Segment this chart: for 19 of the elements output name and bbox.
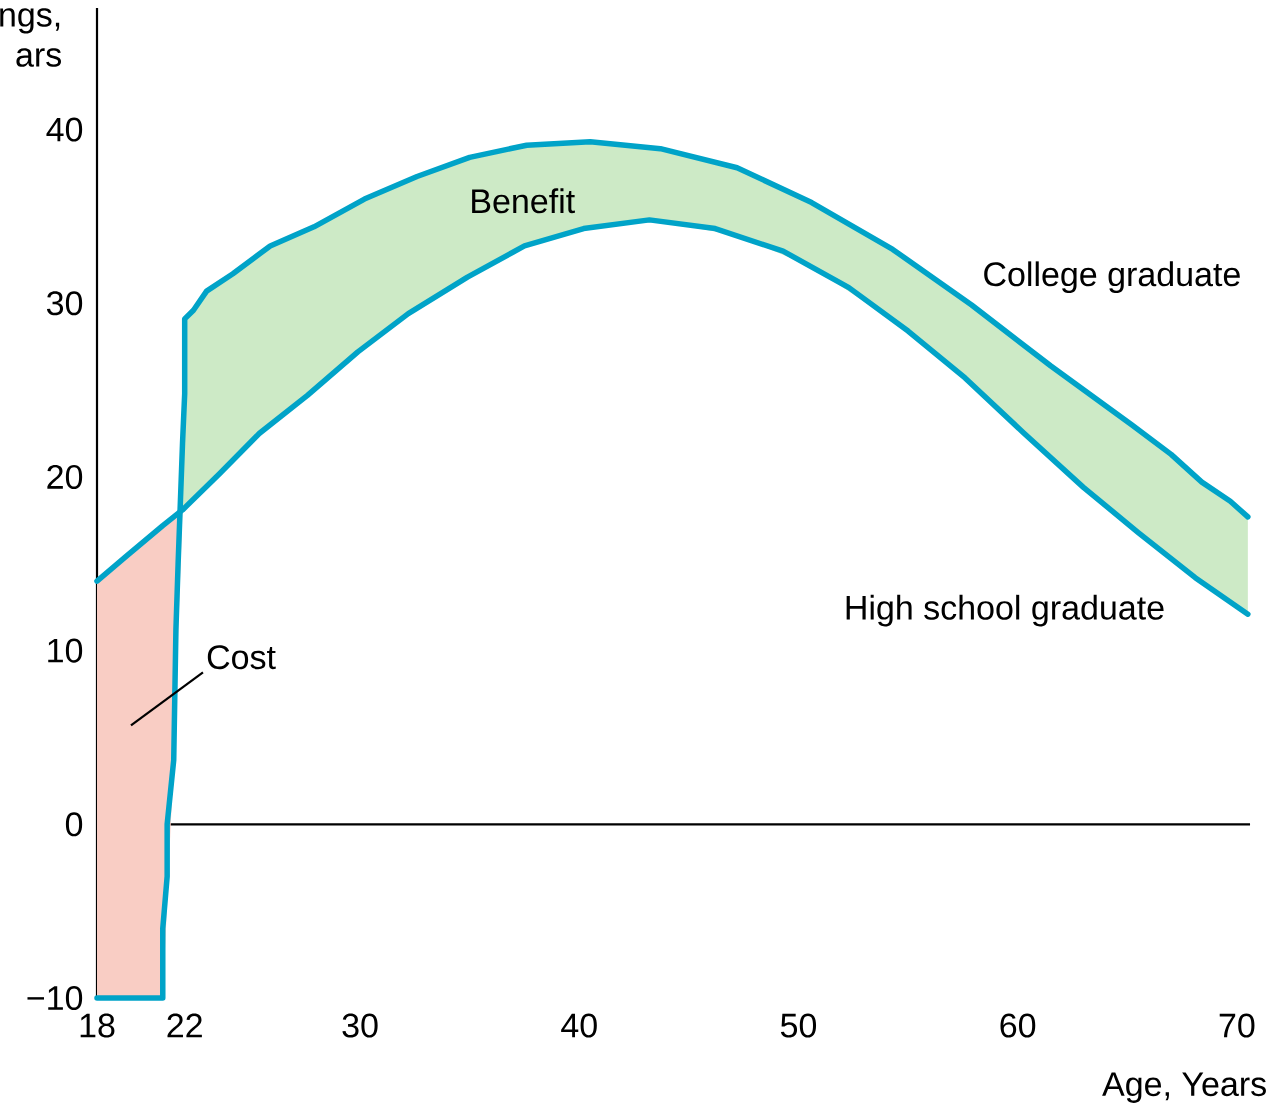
series-label: College graduate: [984, 261, 1240, 294]
y-axis-title: ngs, ars: [0, 8, 61, 67]
y-tick-label: 10: [48, 638, 83, 663]
y-tick-label: −10: [27, 985, 83, 1011]
x-axis-title: Age, Years: [1102, 1072, 1266, 1103]
y-tick-label: 40: [46, 117, 83, 142]
y-tick-label: 0: [65, 812, 83, 837]
x-tick-label: 40: [561, 1013, 597, 1038]
series-label: High school graduate: [846, 594, 1164, 627]
x-tick-label: 70: [1219, 1013, 1255, 1038]
x-tick-label: 18: [80, 1013, 115, 1038]
x-tick-label: 50: [780, 1013, 817, 1038]
annotation: Cost: [207, 645, 276, 670]
x-tick-label: 60: [1000, 1013, 1036, 1038]
y-tick-label: 30: [46, 291, 83, 316]
x-tick-label: 22: [167, 1013, 202, 1038]
annotation: Benefit: [472, 188, 575, 214]
y-tick-label: 20: [47, 464, 83, 489]
x-tick-label: 30: [342, 1013, 378, 1038]
